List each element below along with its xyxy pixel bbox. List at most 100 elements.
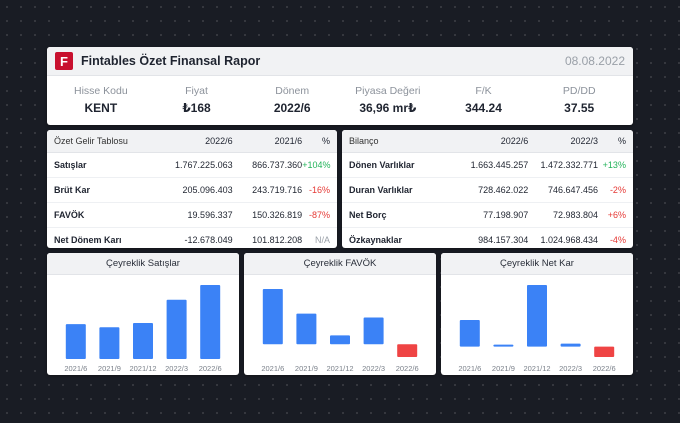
column-header: 2022/3 (570, 136, 599, 146)
cell-value: 728.462.022 (478, 185, 529, 195)
metric-period: Dönem 2022/6 (244, 76, 340, 115)
metric-label: Hisse Kodu (73, 85, 128, 97)
x-tick-label: 2021/6 (458, 364, 481, 373)
cell-value: 19.596.337 (187, 210, 233, 220)
cell-change: -16% (308, 185, 330, 195)
column-header: Özet Gelir Tablosu (54, 136, 128, 146)
cell-value: 150.326.819 (252, 210, 303, 220)
chart-bar-2021-6 (459, 319, 480, 347)
table-row: Net Borç 77.198.907 72.983.804 +6% (342, 203, 633, 228)
metric-pb-ratio: PD/DD 37.55 (531, 76, 627, 115)
x-tick-label: 2021/9 (492, 364, 515, 373)
metric-stock-code: Hisse Kodu KENT (53, 76, 149, 115)
quarterly-ebitda-chart: Çeyreklik FAVÖK 2021/6 2021/9 2021/12 2022/… (244, 253, 436, 375)
row-label: Net Borç (349, 210, 387, 220)
chart-bar-2021-12 (330, 335, 350, 345)
report-date: 08.08.2022 (564, 54, 625, 68)
chart-bar-2022-6 (397, 344, 418, 358)
cell-value: 746.647.456 (547, 185, 599, 195)
cell-value: 205.096.403 (182, 185, 233, 195)
row-label: Duran Varlıklar (349, 185, 413, 195)
chart-bar-2021-9 (493, 344, 514, 347)
column-header: Bilanço (349, 136, 379, 146)
metric-label: Fiyat (185, 85, 208, 97)
chart-title: Çeyreklik Satışlar (47, 253, 239, 275)
column-header: % (617, 136, 626, 146)
metric-pe-ratio: F/K 344.24 (436, 76, 532, 115)
table-header-row: Bilanço 2022/6 2022/3 % (342, 130, 633, 153)
x-tick-label: 2022/3 (362, 364, 385, 373)
income-statement-table: Özet Gelir Tablosu 2022/6 2021/6 % Satış… (47, 130, 337, 248)
chart-bar-2021-12 (527, 285, 547, 347)
metric-value: 344.24 (465, 101, 502, 115)
chart-bar-2022-3 (166, 299, 187, 359)
column-header: % (321, 136, 330, 146)
row-label: Net Dönem Karı (54, 235, 122, 245)
cell-value: 984.157.304 (478, 235, 529, 245)
x-tick-label: 2021/6 (64, 364, 87, 373)
x-tick-label: 2021/6 (261, 364, 284, 373)
cell-value: 77.198.907 (483, 210, 529, 220)
row-label: Brüt Kar (54, 185, 91, 195)
x-tick-label: 2022/6 (199, 364, 222, 373)
row-label: Özkaynaklar (349, 235, 403, 245)
chart-bar-2022-3 (363, 317, 384, 345)
cell-value: 1.767.225.063 (175, 160, 233, 170)
column-header: 2022/6 (500, 136, 529, 146)
cell-value: 866.737.360 (252, 160, 303, 170)
report-header-card: F Fintables Özet Finansal Rapor 08.08.20… (47, 47, 633, 125)
cell-value: 1.472.332.771 (540, 160, 599, 170)
column-header: 2021/6 (274, 136, 303, 146)
metric-label: F/K (475, 85, 492, 97)
metric-label: Piyasa Değeri (355, 85, 421, 97)
cell-change: -4% (609, 235, 626, 245)
metric-price: Fiyat ₺168 (149, 76, 245, 115)
quarterly-net-income-plot: 2021/6 2021/9 2021/12 2022/3 2022/6 (458, 285, 616, 373)
fintables-logo-icon: F (55, 52, 73, 70)
metric-market-cap: Piyasa Değeri 36,96 mr₺ (340, 76, 436, 115)
key-metrics: Hisse Kodu KENT Fiyat ₺168 Dönem 2022/6 … (47, 76, 633, 115)
x-tick-label: 2021/9 (295, 364, 318, 373)
cell-change: N/A (314, 235, 330, 245)
chart-title: Çeyreklik FAVÖK (244, 253, 436, 275)
chart-bar-2021-9 (296, 313, 317, 345)
chart-bar-2022-3 (560, 343, 581, 347)
x-tick-label: 2022/3 (559, 364, 582, 373)
metric-value: ₺168 (182, 101, 211, 115)
x-tick-label: 2021/12 (129, 364, 156, 373)
x-tick-label: 2021/12 (326, 364, 353, 373)
metric-value: 36,96 mr₺ (359, 101, 417, 115)
chart-bar-2021-6 (65, 324, 86, 359)
cell-value: 72.983.804 (553, 210, 599, 220)
metric-value: 2022/6 (273, 101, 311, 115)
table-row: Brüt Kar 205.096.403 243.719.716 -16% (47, 178, 337, 203)
column-header: 2022/6 (205, 136, 233, 146)
quarterly-sales-plot: 2021/6 2021/9 2021/12 2022/3 2022/6 (64, 285, 222, 373)
balance-sheet-table: Bilanço 2022/6 2022/3 % Dönen Varlıklar … (342, 130, 633, 248)
quarterly-sales-chart: Çeyreklik Satışlar 2021/6 2021/9 2021/12 20… (47, 253, 239, 375)
quarterly-ebitda-plot: 2021/6 2021/9 2021/12 2022/3 2022/6 (261, 288, 419, 373)
table-row: Dönen Varlıklar 1.663.445.257 1.472.332.… (342, 153, 633, 178)
report-header-bar: F Fintables Özet Finansal Rapor 08.08.20… (47, 47, 633, 76)
x-tick-label: 2022/3 (165, 364, 188, 373)
row-label: Satışlar (54, 160, 87, 170)
table-row: Duran Varlıklar 728.462.022 746.647.456 … (342, 178, 633, 203)
chart-bar-2021-12 (133, 323, 153, 359)
chart-title: Çeyreklik Net Kar (441, 253, 633, 275)
cell-value: 1.024.968.434 (540, 235, 599, 245)
table-row: Net Dönem Karı -12.678.049 101.812.208 N… (47, 228, 337, 248)
chart-bar-2022-6 (200, 285, 221, 359)
table-row: Özkaynaklar 984.157.304 1.024.968.434 -4… (342, 228, 633, 248)
chart-bar-2022-6 (594, 346, 615, 357)
cell-change: -87% (308, 210, 330, 220)
cell-value: -12.678.049 (184, 235, 233, 245)
cell-value: 243.719.716 (252, 185, 303, 195)
metric-value: 37.55 (564, 101, 595, 115)
report-title: Fintables Özet Finansal Rapor (81, 54, 261, 68)
row-label: Dönen Varlıklar (349, 160, 415, 170)
cell-value: 101.812.208 (252, 235, 303, 245)
cell-value: 1.663.445.257 (470, 160, 529, 170)
x-tick-label: 2022/6 (593, 364, 616, 373)
x-tick-label: 2021/9 (98, 364, 121, 373)
quarterly-net-income-chart: Çeyreklik Net Kar 2021/6 2021/9 2021/12 202… (441, 253, 633, 375)
